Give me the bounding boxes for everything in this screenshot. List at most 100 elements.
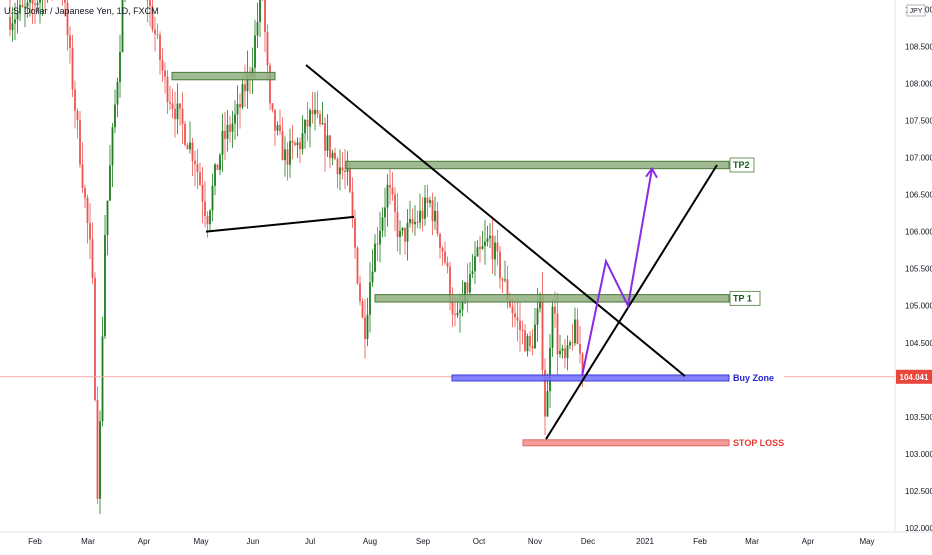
candle bbox=[92, 223, 94, 284]
x-tick-label: Feb bbox=[28, 537, 42, 546]
zone-target[interactable] bbox=[346, 161, 729, 168]
currency-badge-label: JPY bbox=[910, 8, 923, 15]
candle bbox=[469, 262, 471, 298]
candle bbox=[329, 135, 331, 169]
candle bbox=[384, 188, 386, 237]
trendline-downtrend[interactable] bbox=[306, 65, 685, 376]
candle bbox=[367, 298, 369, 346]
candle bbox=[534, 308, 536, 349]
candle bbox=[424, 185, 426, 226]
candle bbox=[197, 149, 199, 189]
zone-entry[interactable] bbox=[452, 375, 729, 381]
x-tick-label: Feb bbox=[693, 537, 707, 546]
candle bbox=[382, 207, 384, 237]
candle bbox=[227, 110, 229, 151]
candle bbox=[109, 145, 111, 201]
y-tick-label: 103.500 bbox=[905, 413, 932, 422]
candle bbox=[214, 163, 216, 195]
candle bbox=[562, 345, 564, 359]
candle bbox=[294, 141, 296, 146]
candle bbox=[219, 153, 221, 175]
candle bbox=[364, 299, 366, 358]
x-tick-label: Jun bbox=[247, 537, 260, 546]
candle bbox=[304, 119, 306, 149]
candle bbox=[52, 0, 54, 1]
candle bbox=[182, 93, 184, 145]
candle bbox=[279, 109, 281, 135]
zone-target[interactable] bbox=[375, 295, 729, 302]
candle bbox=[189, 121, 191, 153]
candle bbox=[274, 109, 276, 146]
candle bbox=[104, 215, 106, 339]
candle bbox=[422, 197, 424, 231]
candle bbox=[432, 193, 434, 236]
zone-label: STOP LOSS bbox=[733, 438, 784, 448]
candle bbox=[489, 223, 491, 248]
candle bbox=[522, 321, 524, 344]
x-tick-label: Mar bbox=[81, 537, 95, 546]
candle bbox=[224, 112, 226, 160]
y-tick-label: 104.500 bbox=[905, 339, 932, 348]
candle bbox=[474, 241, 476, 284]
candle bbox=[484, 220, 486, 265]
candle bbox=[79, 111, 81, 168]
candle bbox=[504, 261, 506, 283]
candle bbox=[62, 0, 64, 6]
candle bbox=[502, 278, 504, 294]
candle bbox=[427, 185, 429, 217]
candle bbox=[207, 211, 209, 237]
zone-stop[interactable] bbox=[523, 440, 729, 446]
candle bbox=[417, 211, 419, 228]
candle bbox=[179, 103, 181, 126]
candle bbox=[84, 185, 86, 208]
candle bbox=[244, 65, 246, 107]
candle bbox=[447, 256, 449, 273]
candle bbox=[194, 151, 196, 187]
candle bbox=[482, 231, 484, 250]
y-tick-label: 107.000 bbox=[905, 154, 932, 163]
candle bbox=[264, 0, 266, 52]
candle bbox=[467, 263, 469, 312]
candle bbox=[357, 246, 359, 285]
y-tick-label: 102.000 bbox=[905, 524, 932, 533]
candle bbox=[387, 174, 389, 227]
candle bbox=[434, 197, 436, 230]
candle bbox=[254, 20, 256, 80]
candle bbox=[307, 102, 309, 141]
candle bbox=[174, 92, 176, 138]
candle bbox=[202, 167, 204, 223]
candle bbox=[517, 297, 519, 341]
candle bbox=[372, 250, 374, 287]
candle bbox=[259, 0, 261, 37]
candle bbox=[157, 23, 159, 39]
candle bbox=[389, 167, 391, 205]
x-tick-label: Mar bbox=[745, 537, 759, 546]
candle bbox=[414, 205, 416, 236]
candle bbox=[312, 92, 314, 124]
candle bbox=[209, 209, 211, 230]
projection-path[interactable] bbox=[582, 169, 652, 376]
candle bbox=[404, 227, 406, 254]
candle bbox=[89, 203, 91, 259]
candle bbox=[354, 210, 356, 259]
zone-resistance[interactable] bbox=[172, 72, 275, 79]
y-tick-label: 102.500 bbox=[905, 487, 932, 496]
trendline-neckline[interactable] bbox=[206, 217, 354, 232]
candle bbox=[319, 110, 321, 126]
candle bbox=[472, 254, 474, 278]
candle bbox=[379, 212, 381, 263]
candle bbox=[497, 230, 499, 265]
candle bbox=[257, 3, 259, 48]
candle bbox=[429, 197, 431, 208]
candle bbox=[222, 114, 224, 172]
candle bbox=[164, 63, 166, 94]
candle bbox=[374, 234, 376, 272]
candle bbox=[527, 334, 529, 357]
candle bbox=[377, 227, 379, 261]
current-price-label: 104.041 bbox=[900, 373, 929, 382]
candle bbox=[449, 262, 451, 310]
candle bbox=[544, 359, 546, 436]
y-tick-label: 106.000 bbox=[905, 228, 932, 237]
